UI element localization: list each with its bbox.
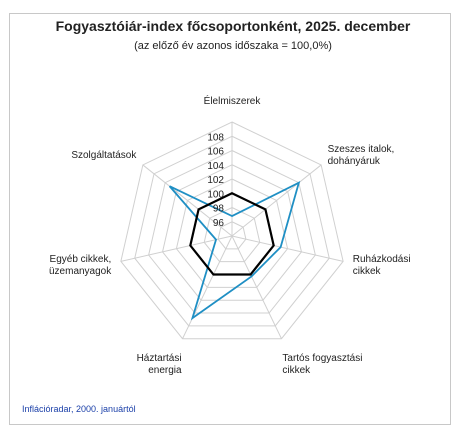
- grid-ring-0: [217, 221, 247, 250]
- chart-subtitle: (az előző év azonos időszaka = 100,0%): [134, 40, 332, 52]
- tick-label-96: 96: [213, 218, 225, 229]
- spoke-4: [182, 235, 233, 339]
- source-note: Inflációradar, 2000. januártól: [22, 404, 136, 414]
- category-label-3: Tartós fogyasztási cikkek: [282, 353, 362, 376]
- grid-ring-1: [203, 206, 261, 263]
- tick-label-102: 102: [207, 175, 224, 186]
- spoke-5: [120, 235, 233, 262]
- grid-ring-5: [148, 149, 316, 314]
- series-line-0: [168, 180, 301, 321]
- chart-title: Fogyasztóiár-index főcsoportonként, 2025…: [55, 18, 411, 34]
- category-label-2: Ruházkodási cikkek: [353, 254, 411, 277]
- spoke-2: [231, 235, 344, 262]
- radar-category-labels: Élelmiszerek Szeszes italok, dohányáruk Ruh…: [49, 94, 411, 376]
- spoke-3: [231, 235, 282, 339]
- radar-tick-labels: 96 98 100 102 104 106 108: [207, 132, 224, 229]
- grid-ring-6: [134, 135, 330, 327]
- grid-ring-7: [120, 121, 344, 340]
- category-label-4: Háztartási energia: [137, 353, 182, 376]
- tick-label-106: 106: [207, 147, 224, 158]
- category-label-0: Élelmiszerek: [204, 94, 262, 107]
- category-label-1: Szeszes italok, dohányáruk: [328, 144, 395, 167]
- tick-label-98: 98: [213, 204, 225, 215]
- chart-frame: [9, 13, 451, 425]
- radar-spokes: [120, 122, 344, 339]
- category-label-5: Egyéb cikkek, üzemanyagok: [49, 254, 112, 277]
- grid-ring-3: [175, 178, 289, 288]
- grid-ring-4: [161, 164, 303, 301]
- spoke-6: [142, 164, 233, 237]
- category-label-6: Szolgáltatások: [71, 150, 137, 161]
- tick-label-108: 108: [207, 132, 224, 143]
- spoke-1: [231, 164, 322, 237]
- tick-label-100: 100: [207, 189, 224, 200]
- series-line-1: [189, 192, 275, 276]
- radar-series: [168, 180, 301, 321]
- tick-label-104: 104: [207, 161, 224, 172]
